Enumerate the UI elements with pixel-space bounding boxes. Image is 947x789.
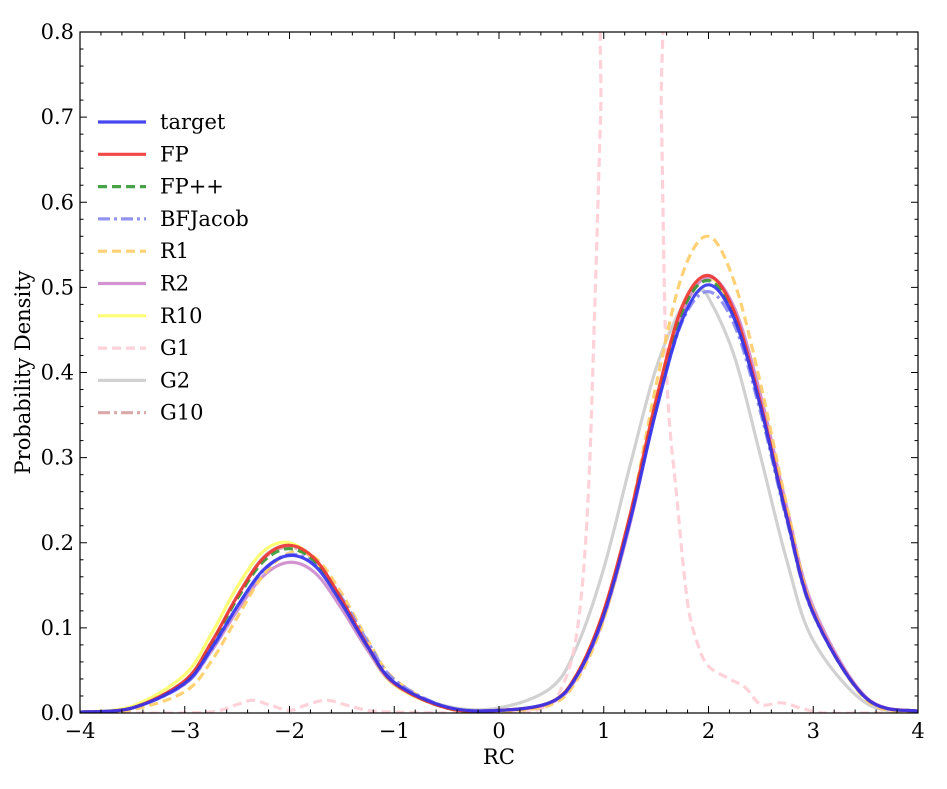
x-tick-label: −3 [169,719,200,743]
legend: target FP FP++ BFJacob R1 R2 R10 G1 G2 G10 [98,110,249,425]
legend-entry-r2: R2 [98,272,189,296]
series-line-r10 [80,275,918,713]
y-tick-label: 0.7 [41,105,74,129]
series-curves [80,32,918,713]
y-axis-label: Probability Density [11,270,35,474]
axis-tick-labels: −4 −3 −2 −1 0 1 2 3 4 0.0 0.1 0.2 0.3 0.4 0.5 0.6 0.7 0.8 [41,20,925,743]
legend-label: G2 [160,368,190,392]
series-line-target [80,283,918,713]
legend-entry-r10: R10 [98,304,203,328]
x-tick-label: −1 [379,719,410,743]
plot-frame [79,31,919,714]
series-line-g1 [80,32,918,713]
legend-entry-g2: G2 [98,368,190,392]
legend-label: BFJacob [160,207,249,231]
legend-label: FP++ [160,175,224,199]
x-tick-label: 0 [492,719,505,743]
y-tick-label: 0.0 [41,701,74,725]
legend-label: R10 [160,304,203,328]
legend-label: target [160,110,226,134]
legend-label: R1 [160,239,189,263]
x-tick-label: −4 [65,719,96,743]
legend-label: FP [160,142,189,166]
y-tick-label: 0.6 [41,190,74,214]
x-tick-label: 1 [597,719,610,743]
y-tick-label: 0.5 [41,275,74,299]
series-line-r1 [80,234,918,713]
legend-entry-bfjacob: BFJacob [98,207,249,231]
legend-entry-fp: FP [98,142,189,166]
series-line-g2 [80,288,918,713]
legend-entry-target: target [98,110,226,134]
x-tick-label: 2 [702,719,715,743]
y-tick-label: 0.2 [41,531,74,555]
y-tick-label: 0.8 [41,20,74,44]
legend-label: R2 [160,272,189,296]
legend-label: G1 [160,336,190,360]
x-tick-label: 4 [911,719,924,743]
x-tick-label: 3 [807,719,820,743]
axis-ticks [79,31,919,714]
legend-entry-g1: G1 [98,336,190,360]
y-tick-label: 0.3 [41,446,74,470]
x-tick-label: −2 [274,719,305,743]
legend-entry-g10: G10 [98,401,204,425]
x-axis-label: RC [483,745,515,769]
legend-entry-fp-: FP++ [98,175,224,199]
y-tick-label: 0.4 [41,361,74,385]
y-tick-label: 0.1 [41,616,74,640]
legend-label: G10 [160,401,204,425]
legend-entry-r1: R1 [98,239,189,263]
